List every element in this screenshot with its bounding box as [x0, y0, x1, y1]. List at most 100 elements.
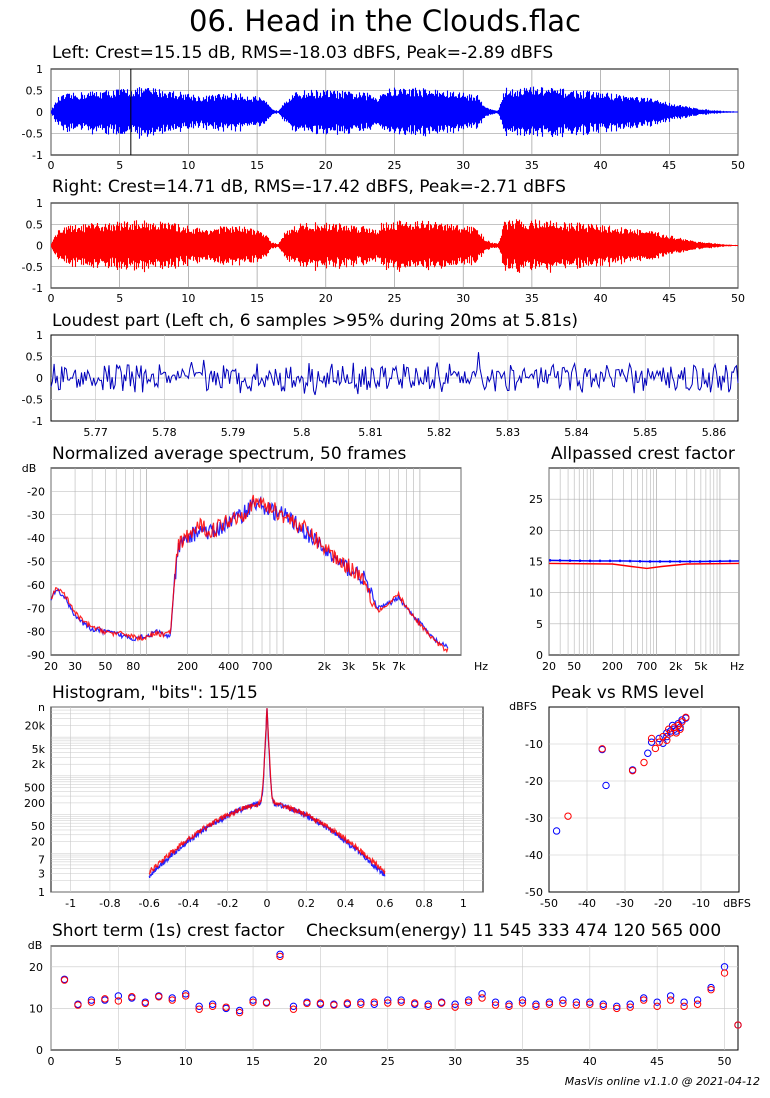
left-x-tick: 35: [525, 159, 539, 172]
peakrms-point-right: [682, 713, 690, 722]
short-term-title: Short term (1s) crest factor: [52, 921, 285, 941]
shortterm-y-label: dB: [28, 939, 43, 952]
allpassed-x-tick: 200: [602, 660, 623, 673]
shortterm-point-right: [491, 1001, 500, 1009]
left-y-tick: -0.5: [22, 128, 43, 141]
shortterm-point-right: [707, 985, 715, 994]
shortterm-point-left: [397, 996, 405, 1004]
spectrum-x-tick: 80: [126, 660, 140, 673]
shortterm-point-right: [303, 999, 311, 1008]
peakrms-plot-frame: [548, 706, 740, 893]
shortterm-point-right: [640, 996, 648, 1004]
shortterm-point-left: [693, 996, 702, 1004]
right-y-tick: -0.5: [22, 261, 43, 274]
peakrms-point-right: [663, 736, 671, 744]
allpassed-x-tick: 20: [542, 660, 556, 673]
shortterm-x-tick: 5: [115, 1055, 122, 1068]
spectrum-x-tick: 400: [218, 660, 239, 673]
histogram-y-tick: n: [38, 701, 45, 714]
histogram-y-tick: 200: [24, 797, 45, 810]
shortterm-point-right: [653, 1002, 661, 1011]
shortterm-point-right: [532, 1002, 540, 1011]
spectrum-x-tick: 700: [252, 660, 273, 673]
shortterm-x-tick: 35: [515, 1055, 529, 1068]
right-x-tick: 10: [181, 292, 195, 305]
peakrms-point-left: [602, 781, 610, 790]
shortterm-point-right: [357, 1000, 365, 1008]
spectrum-x-tick: 200: [177, 660, 198, 673]
allpassed-x-tick: 50: [567, 660, 581, 673]
spectrum-y-tick: -60: [27, 579, 45, 592]
peakrms-point-right: [672, 729, 680, 737]
allpassed-y-tick: 0: [536, 649, 543, 662]
shortterm-point-left: [289, 1002, 298, 1011]
spectrum-x-tick: 2k: [318, 660, 332, 673]
shortterm-point-right: [195, 1005, 203, 1013]
allpassed-series-left-dash: [548, 559, 740, 563]
shortterm-point-right: [370, 998, 378, 1006]
shortterm-point-right: [208, 1002, 217, 1011]
spectrum-y-tick: -40: [27, 532, 45, 545]
shortterm-point-left: [384, 996, 392, 1004]
allpassed-y-tick: 20: [529, 524, 543, 537]
shortterm-point-right: [505, 1002, 513, 1011]
shortterm-point-right: [182, 992, 190, 1000]
peakrms-point-right: [651, 744, 660, 753]
histogram-series-right: [148, 708, 386, 876]
shortterm-point-right: [397, 998, 405, 1006]
shortterm-point-right: [222, 1003, 230, 1011]
shortterm-point-right: [666, 996, 675, 1004]
peakrms-point-right: [678, 718, 686, 726]
shortterm-point-right: [599, 1002, 607, 1011]
shortterm-point-left: [208, 1000, 217, 1008]
peakrms-point-right: [640, 758, 648, 767]
shortterm-point-right: [168, 996, 176, 1004]
shortterm-point-left: [680, 998, 688, 1006]
peakrms-point-right: [655, 738, 663, 746]
loudest-x-tick: 5.85: [633, 426, 658, 439]
spectrum-x-tick: 50: [98, 660, 112, 673]
peakrms-point-right: [628, 766, 637, 775]
shortterm-x-tick: 10: [179, 1055, 193, 1068]
left-x-tick: 5: [116, 159, 123, 172]
shortterm-point-right: [128, 993, 136, 1001]
peakrms-y-tick: -50: [525, 886, 543, 899]
shortterm-point-right: [411, 999, 419, 1007]
footer-version: MasVis online v1.1.0 @ 2021-04-12: [564, 1075, 760, 1088]
shortterm-point-right: [276, 952, 284, 961]
shortterm-point-left: [424, 1000, 432, 1008]
shortterm-point-right: [693, 1000, 702, 1008]
shortterm-point-left: [666, 992, 675, 1000]
histogram-title: Histogram, "bits": 15/15: [52, 683, 258, 703]
allpassed-y-tick: 10: [529, 587, 543, 600]
right-channel-title: Right: Crest=14.71 dB, RMS=-17.42 dBFS, …: [52, 177, 566, 197]
peakrms-point-right: [674, 721, 682, 730]
spectrum-series-left: [50, 495, 449, 649]
shortterm-point-right: [235, 1008, 244, 1017]
peakrms-x-tick: -10: [692, 897, 710, 910]
shortterm-point-right: [451, 1003, 459, 1011]
histogram-x-tick: 0.8: [415, 897, 433, 910]
peakrms-point-right: [666, 729, 675, 737]
allpassed-x-tick: 700: [636, 660, 657, 673]
shortterm-y-tick: 0: [36, 1044, 43, 1057]
histogram-y-tick: 20: [31, 836, 45, 849]
histogram-y-tick: 1: [38, 886, 45, 899]
peakrms-point-right: [564, 812, 572, 820]
shortterm-x-tick: 15: [246, 1055, 260, 1068]
page-title: 06. Head in the Clouds.flac: [189, 4, 581, 38]
shortterm-point-left: [532, 1000, 540, 1008]
shortterm-point-left: [599, 1000, 607, 1008]
peakrms-y-tick: -30: [525, 812, 543, 825]
spectrum-y-label: dB: [22, 462, 37, 475]
histogram-y-tick: 20k: [25, 719, 46, 732]
loudest-x-tick: 5.86: [702, 426, 727, 439]
loudest-waveform: [50, 352, 739, 396]
histogram-x-tick: 0: [264, 897, 271, 910]
shortterm-point-right: [437, 999, 446, 1007]
allpassed-y-tick: 25: [529, 493, 543, 506]
right-y-tick: 0.5: [26, 218, 44, 231]
histogram-y-tick: 50: [31, 820, 45, 833]
left-x-tick: 50: [731, 159, 745, 172]
